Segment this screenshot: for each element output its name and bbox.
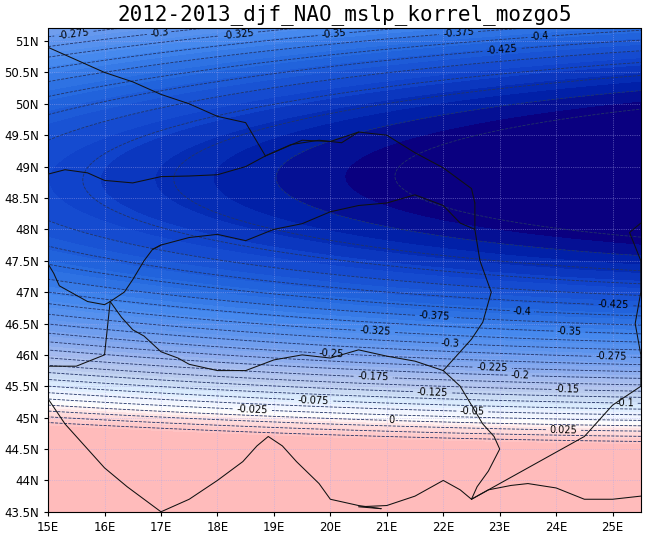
- Text: -0.325: -0.325: [359, 325, 391, 337]
- Text: -0.425: -0.425: [597, 300, 629, 310]
- Text: -0.4: -0.4: [530, 31, 550, 43]
- Text: -0.3: -0.3: [441, 338, 460, 349]
- Text: -0.225: -0.225: [476, 362, 508, 373]
- Text: -0.3: -0.3: [149, 27, 169, 39]
- Text: -0.05: -0.05: [460, 406, 485, 417]
- Text: -0.175: -0.175: [357, 371, 389, 383]
- Text: -0.35: -0.35: [321, 28, 346, 40]
- Text: 0.025: 0.025: [550, 425, 577, 435]
- Text: -0.125: -0.125: [417, 387, 448, 398]
- Title: 2012-2013_djf_NAO_mslp_korrel_mozgo5: 2012-2013_djf_NAO_mslp_korrel_mozgo5: [117, 4, 571, 25]
- Text: -0.075: -0.075: [298, 395, 330, 406]
- Text: -0.375: -0.375: [419, 310, 451, 322]
- Text: -0.275: -0.275: [57, 27, 90, 40]
- Text: -0.35: -0.35: [557, 326, 582, 337]
- Text: -0.325: -0.325: [223, 27, 254, 40]
- Text: -0.1: -0.1: [615, 398, 635, 408]
- Text: -0.2: -0.2: [510, 370, 530, 381]
- Text: -0.4: -0.4: [512, 306, 531, 317]
- Text: -0.425: -0.425: [486, 44, 518, 56]
- Text: -0.275: -0.275: [595, 351, 627, 362]
- Text: -0.25: -0.25: [319, 348, 344, 359]
- Text: 0: 0: [388, 415, 394, 426]
- Text: -0.025: -0.025: [237, 404, 268, 415]
- Text: -0.15: -0.15: [555, 385, 580, 395]
- Text: -0.375: -0.375: [442, 27, 475, 39]
